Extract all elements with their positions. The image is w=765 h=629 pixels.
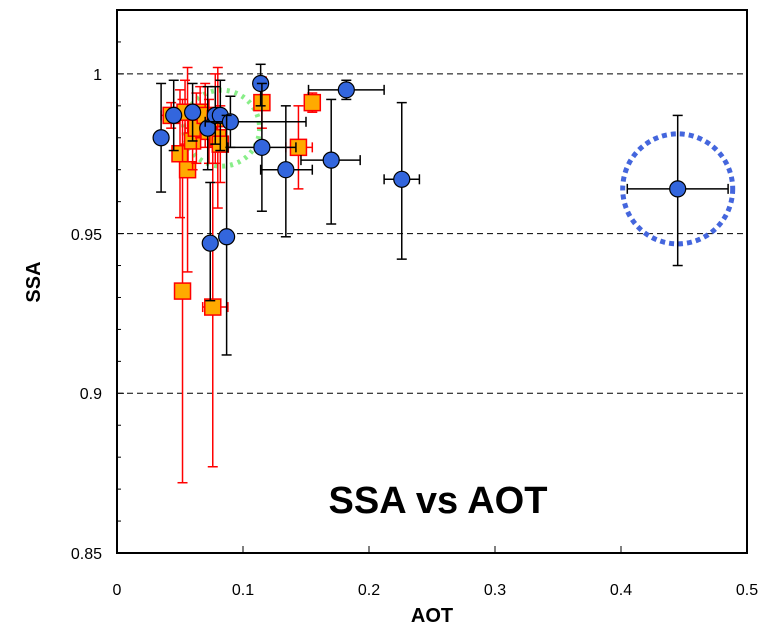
data-point <box>626 114 729 267</box>
data-point <box>199 85 217 171</box>
data-series <box>152 63 729 484</box>
plot-area <box>116 9 748 554</box>
x-axis-label: AOT <box>411 605 453 627</box>
square-marker <box>204 298 222 316</box>
circle-marker <box>393 170 411 188</box>
circle-series <box>152 63 729 356</box>
circle-marker <box>221 113 239 131</box>
x-tick-label: 0 <box>113 582 122 599</box>
y-tick-label: 0.85 <box>71 546 102 563</box>
highlight-circle <box>620 131 736 247</box>
x-tick-label: 0.5 <box>736 582 758 599</box>
x-tick-labels: 0 0.1 0.2 0.3 0.4 0.5 <box>113 582 759 599</box>
circle-marker <box>201 234 219 252</box>
data-point <box>303 92 322 113</box>
circle-marker <box>253 138 271 156</box>
data-point <box>165 79 183 152</box>
circle-marker <box>184 103 202 121</box>
y-tick-labels: 0.85 0.9 0.95 1 <box>71 67 102 563</box>
data-point <box>184 82 202 142</box>
square-marker <box>173 282 192 300</box>
y-tick-label: 0.9 <box>80 386 102 403</box>
y-axis-label: SSA <box>23 261 45 302</box>
square-marker <box>303 93 322 112</box>
data-point <box>383 101 421 260</box>
circle-marker <box>165 106 183 125</box>
data-point <box>307 79 385 101</box>
x-tick-label: 0.3 <box>484 582 506 599</box>
circle-marker <box>152 129 170 147</box>
data-point <box>201 181 219 302</box>
circle-marker <box>669 180 687 198</box>
circle-marker <box>337 81 355 99</box>
x-tick-label: 0.2 <box>358 582 380 599</box>
data-point <box>259 105 314 238</box>
data-point <box>152 82 170 193</box>
x-tick-label: 0.4 <box>610 582 632 599</box>
data-point <box>300 98 361 225</box>
circle-marker <box>218 228 236 246</box>
circle-marker <box>322 151 340 169</box>
y-tick-label: 0.95 <box>71 227 102 244</box>
data-point <box>227 82 297 212</box>
data-point <box>218 114 236 356</box>
y-tick-label: 1 <box>93 67 102 84</box>
x-tick-label: 0.1 <box>232 582 254 599</box>
axis-ticks <box>116 41 748 554</box>
data-point <box>201 146 229 468</box>
chart-annotation: SSA vs AOT <box>329 480 548 522</box>
circle-marker <box>277 161 295 179</box>
